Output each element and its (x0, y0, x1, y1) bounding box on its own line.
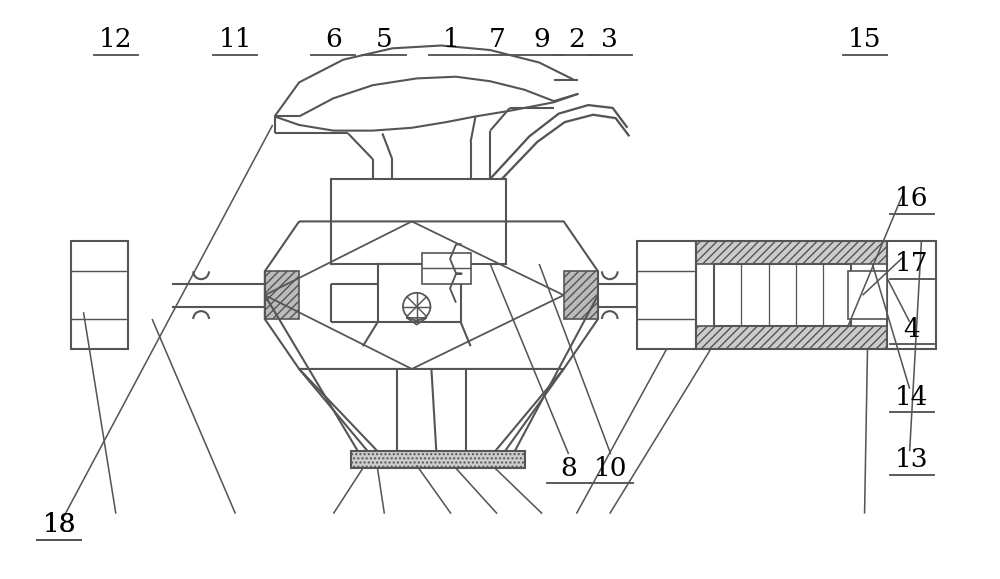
Text: 15: 15 (848, 27, 881, 52)
Bar (714, 264, 851, 327)
Text: 13: 13 (895, 447, 928, 472)
Text: 4: 4 (903, 317, 920, 342)
Text: 14: 14 (895, 385, 928, 410)
Text: 3: 3 (601, 27, 618, 52)
Text: 2: 2 (568, 27, 585, 52)
Text: 11: 11 (219, 27, 252, 52)
Bar (351, 451, 524, 468)
Text: 5: 5 (376, 27, 393, 52)
Text: 8: 8 (560, 456, 577, 481)
Bar (696, 241, 887, 264)
Text: 17: 17 (895, 251, 928, 276)
Text: 18: 18 (42, 512, 76, 537)
Text: 9: 9 (534, 27, 551, 52)
Text: 10: 10 (594, 456, 627, 481)
Text: 1: 1 (443, 27, 459, 52)
Text: 12: 12 (99, 27, 133, 52)
Text: 18: 18 (42, 512, 76, 537)
Text: 7: 7 (489, 27, 505, 52)
Bar (887, 241, 936, 349)
Bar (331, 179, 506, 264)
Bar (848, 272, 887, 319)
Bar (637, 241, 696, 349)
Text: 16: 16 (895, 186, 928, 211)
Bar (696, 327, 887, 349)
Bar (378, 264, 461, 323)
Bar (564, 272, 598, 319)
Text: 6: 6 (325, 27, 342, 52)
Bar (71, 241, 128, 349)
Bar (265, 272, 299, 319)
Bar (422, 252, 471, 284)
